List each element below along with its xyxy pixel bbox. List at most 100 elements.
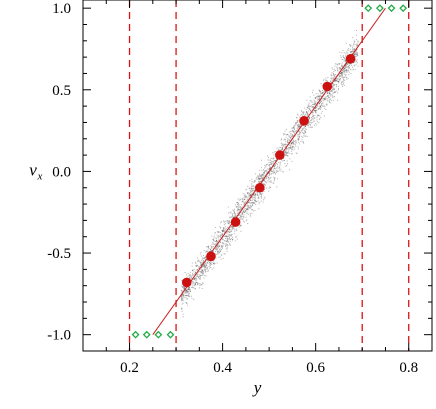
cloud-point: [287, 140, 289, 142]
cloud-point: [327, 95, 329, 97]
cloud-point: [229, 212, 231, 214]
cloud-point: [198, 275, 200, 277]
cloud-point: [272, 163, 274, 165]
cloud-point: [240, 213, 242, 215]
cloud-point: [183, 295, 185, 297]
cloud-point: [333, 88, 334, 90]
cloud-point: [298, 141, 300, 143]
cloud-point: [223, 230, 225, 232]
cloud-point: [349, 63, 351, 65]
cloud-point: [341, 84, 343, 86]
cloud-point: [209, 251, 211, 252]
cloud-point: [203, 269, 205, 271]
cloud-point: [291, 136, 293, 137]
cloud-point: [275, 164, 277, 166]
cloud-point: [247, 201, 249, 203]
cloud-point: [297, 120, 299, 122]
cloud-point: [327, 95, 329, 97]
cloud-point: [194, 278, 196, 280]
cloud-point: [345, 65, 347, 67]
cloud-point: [321, 93, 322, 95]
cloud-point: [248, 201, 250, 203]
cloud-point: [341, 81, 343, 83]
cloud-point: [250, 190, 252, 192]
cloud-point: [341, 74, 343, 75]
cloud-point: [181, 303, 183, 305]
cloud-point: [253, 194, 255, 196]
cloud-point: [283, 159, 285, 161]
cloud-point: [317, 106, 319, 108]
cloud-point: [230, 226, 232, 228]
cloud-point: [263, 189, 265, 190]
cloud-point: [326, 80, 328, 82]
cloud-point: [333, 85, 335, 87]
cloud-point: [292, 142, 294, 144]
cloud-point: [189, 290, 191, 292]
cloud-point: [291, 142, 293, 144]
cloud-point: [320, 83, 322, 85]
cloud-point: [200, 275, 202, 277]
cloud-point: [308, 110, 310, 112]
cloud-point: [215, 241, 217, 242]
cloud-point: [243, 209, 245, 211]
cloud-point: [217, 245, 219, 247]
cloud-point: [214, 247, 216, 249]
cloud-point: [277, 178, 279, 180]
cloud-point: [286, 128, 288, 130]
cloud-point: [196, 276, 198, 278]
cloud-point: [352, 45, 354, 47]
cloud-point: [347, 64, 349, 66]
cloud-point: [213, 260, 215, 262]
cloud-point: [353, 53, 355, 55]
cloud-point: [188, 287, 190, 289]
cloud-point: [339, 76, 341, 78]
cloud-point: [330, 82, 332, 84]
cloud-point: [344, 58, 346, 60]
cloud-point: [194, 277, 196, 279]
cloud-point: [286, 164, 288, 166]
cloud-point: [311, 113, 313, 115]
cloud-point: [200, 261, 202, 263]
cloud-point: [244, 193, 246, 195]
cloud-point: [354, 41, 356, 43]
cloud-point: [354, 59, 356, 61]
cloud-point: [220, 227, 222, 229]
cloud-point: [338, 87, 339, 89]
cloud-point: [216, 237, 218, 239]
cloud-point: [192, 282, 194, 284]
cloud-point: [203, 265, 205, 267]
cloud-point: [235, 236, 237, 238]
cloud-point: [206, 271, 208, 272]
cloud-point: [308, 117, 310, 119]
cloud-point: [299, 124, 301, 126]
cloud-point: [221, 234, 223, 236]
cloud-point: [223, 230, 224, 232]
cloud-point: [344, 79, 345, 81]
cloud-point: [324, 98, 326, 100]
cloud-point: [303, 142, 305, 144]
cloud-point: [254, 180, 256, 182]
cloud-point: [266, 182, 268, 184]
cloud-point: [246, 197, 248, 199]
cloud-point: [277, 167, 279, 169]
cloud-point: [307, 113, 309, 115]
data-point: [322, 81, 333, 92]
cloud-point: [289, 139, 291, 141]
cloud-point: [203, 260, 205, 261]
cloud-point: [202, 261, 204, 263]
cloud-point: [239, 205, 241, 207]
cloud-point: [331, 94, 333, 96]
cloud-point: [341, 66, 343, 68]
cloud-point: [200, 264, 202, 266]
cloud-point: [232, 209, 234, 211]
cloud-point: [356, 49, 357, 51]
cloud-point: [236, 204, 238, 206]
cloud-point: [230, 238, 231, 240]
cloud-point: [213, 250, 214, 252]
cloud-point: [189, 277, 191, 279]
cloud-point: [237, 202, 239, 204]
cloud-point: [232, 226, 233, 228]
cloud-point: [295, 130, 297, 132]
cloud-point: [194, 279, 196, 280]
cloud-point: [195, 274, 197, 276]
